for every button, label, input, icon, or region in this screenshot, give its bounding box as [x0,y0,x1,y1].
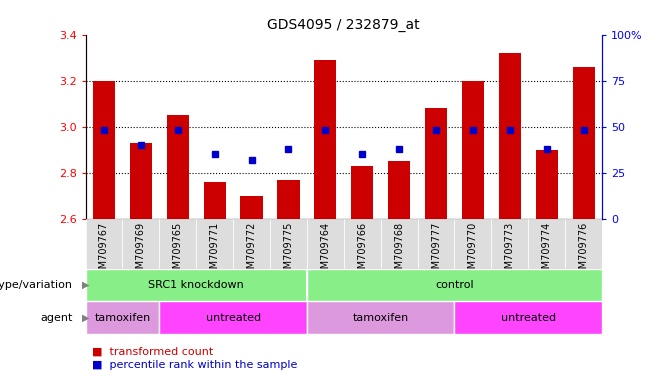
Text: ▶: ▶ [82,313,89,323]
Bar [307,219,343,269]
Bar [565,219,602,269]
Text: untreated: untreated [501,313,556,323]
Bar [270,219,307,269]
Bar [86,219,122,269]
Text: GSM709769: GSM709769 [136,221,146,280]
Text: GSM709770: GSM709770 [468,221,478,281]
Title: GDS4095 / 232879_at: GDS4095 / 232879_at [268,18,420,32]
Text: GSM709774: GSM709774 [542,221,551,281]
Text: untreated: untreated [205,313,261,323]
Bar [572,67,595,219]
Text: genotype/variation: genotype/variation [0,280,72,290]
Text: control: control [435,280,474,290]
Bar [278,180,299,219]
Bar [241,196,263,219]
Bar [203,182,226,219]
Bar [388,161,410,219]
Bar [462,81,484,219]
Bar [196,219,233,269]
Text: GSM709771: GSM709771 [210,221,220,281]
Bar [536,150,558,219]
Bar [86,269,307,301]
Bar [381,219,418,269]
Bar [166,115,189,219]
Text: tamoxifen: tamoxifen [353,313,409,323]
Bar [93,81,115,219]
Text: GSM709764: GSM709764 [320,221,330,280]
Text: GSM709773: GSM709773 [505,221,515,281]
Bar [159,219,196,269]
Text: GSM709765: GSM709765 [173,221,183,281]
Text: GSM709766: GSM709766 [357,221,367,280]
Bar [233,219,270,269]
Bar [130,143,152,219]
Bar [492,219,528,269]
Bar [455,301,602,334]
Text: tamoxifen: tamoxifen [94,313,151,323]
Text: ■  transformed count: ■ transformed count [92,346,213,356]
Text: GSM709772: GSM709772 [247,221,257,281]
Text: agent: agent [40,313,72,323]
Bar [425,108,447,219]
Bar [455,219,492,269]
Bar [307,269,602,301]
Bar [499,53,521,219]
Bar [315,60,336,219]
Text: GSM709775: GSM709775 [284,221,293,281]
Text: ■  percentile rank within the sample: ■ percentile rank within the sample [92,360,297,370]
Bar [122,219,159,269]
Text: GSM709776: GSM709776 [578,221,589,281]
Bar [344,219,381,269]
Bar [307,301,455,334]
Text: GSM709768: GSM709768 [394,221,404,280]
Bar [418,219,455,269]
Text: ▶: ▶ [82,280,89,290]
Bar [86,301,159,334]
Bar [351,166,373,219]
Text: SRC1 knockdown: SRC1 knockdown [148,280,244,290]
Text: GSM709777: GSM709777 [431,221,441,281]
Bar [528,219,565,269]
Bar [159,301,307,334]
Text: GSM709767: GSM709767 [99,221,109,281]
